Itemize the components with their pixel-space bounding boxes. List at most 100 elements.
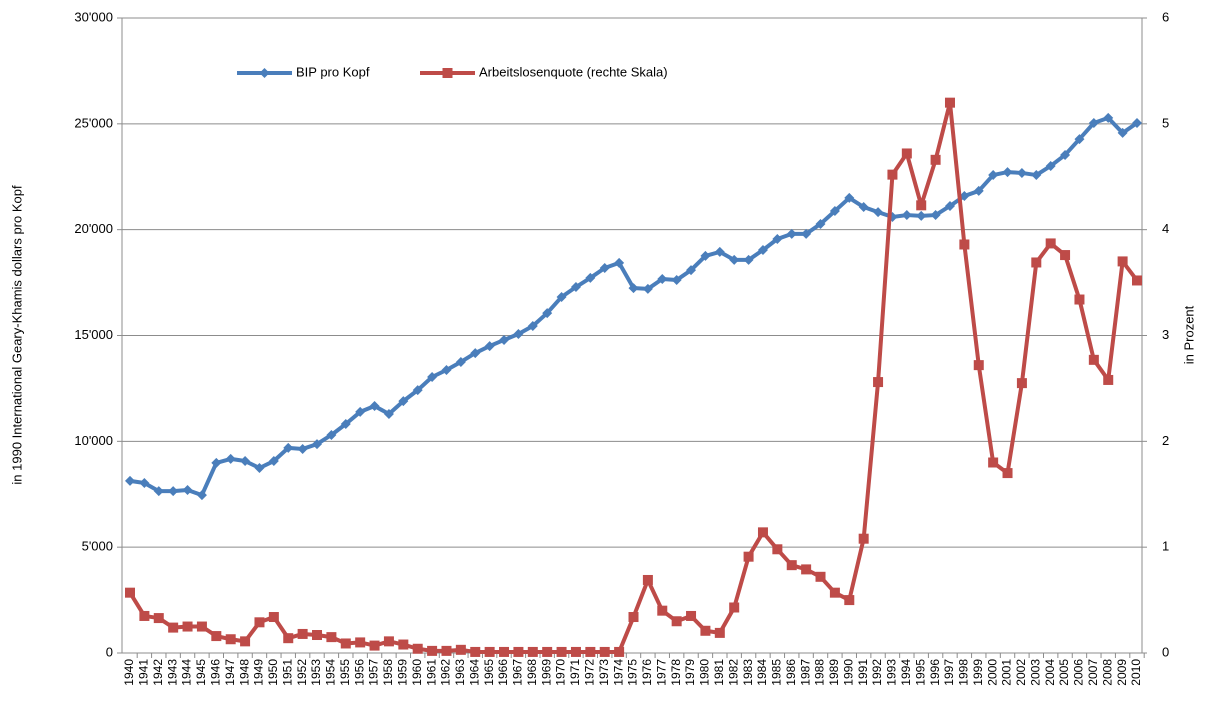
marker [297, 443, 308, 454]
marker [642, 574, 653, 585]
x-tick-label: 1957 [367, 659, 381, 686]
x-tick-label: 1960 [410, 659, 424, 686]
x-tick-label: 1958 [381, 659, 395, 686]
x-tick-label: 1962 [439, 659, 453, 686]
x-tick-label: 1951 [280, 659, 294, 686]
x-tick-label: 2003 [1028, 659, 1042, 686]
marker [470, 646, 481, 657]
x-tick-label: 1955 [338, 659, 352, 686]
x-tick-label: 1981 [712, 659, 726, 686]
marker [585, 646, 596, 657]
marker [873, 377, 884, 388]
marker [340, 418, 351, 429]
x-tick-label: 1946 [208, 659, 222, 686]
marker [757, 527, 768, 538]
marker [786, 228, 797, 239]
marker [312, 630, 323, 641]
marker [1103, 374, 1114, 385]
x-tick-label: 2006 [1072, 659, 1086, 686]
x-tick-label: 1964 [467, 659, 481, 686]
marker [628, 283, 639, 294]
marker [700, 250, 711, 261]
marker [398, 639, 409, 650]
legend: BIP pro Kopf Arbeitslosenquote (rechte Sk… [237, 64, 668, 79]
y2-tick-label: 2 [1162, 433, 1169, 448]
y-tick-label: 20'000 [74, 221, 113, 236]
marker [585, 272, 596, 283]
marker [513, 646, 524, 657]
marker [470, 348, 481, 359]
y-tick-label: 0 [106, 644, 113, 659]
marker [570, 646, 581, 657]
marker [916, 210, 927, 221]
x-tick-label: 1950 [266, 659, 280, 686]
marker [614, 646, 625, 657]
marker [1117, 256, 1128, 267]
marker [211, 457, 222, 468]
marker [484, 646, 495, 657]
y2-tick-label: 3 [1162, 327, 1169, 342]
marker [369, 640, 380, 651]
marker [1132, 275, 1142, 286]
x-tick-label: 2007 [1086, 659, 1100, 686]
marker [211, 631, 222, 642]
x-tick-label: 1991 [856, 659, 870, 686]
x-tick-label: 1952 [295, 659, 309, 686]
x-tick-label: 2000 [985, 659, 999, 686]
marker [441, 645, 452, 656]
marker [499, 646, 510, 657]
x-tick-label: 1994 [899, 659, 913, 686]
x-tick-label: 2005 [1057, 659, 1071, 686]
x-tick-label: 1999 [971, 659, 985, 686]
marker [858, 533, 869, 544]
x-tick-label: 1967 [511, 659, 525, 686]
marker [326, 429, 337, 440]
marker [1060, 149, 1071, 160]
marker [786, 560, 797, 571]
marker [973, 360, 984, 371]
marker [944, 97, 955, 108]
marker [988, 170, 999, 181]
marker [1132, 117, 1142, 128]
marker [427, 371, 438, 382]
marker [844, 192, 855, 203]
marker [283, 633, 294, 644]
x-tick-label: 1979 [683, 659, 697, 686]
x-tick-label: 1956 [352, 659, 366, 686]
y-tick-label: 30'000 [74, 9, 113, 24]
x-tick-label: 1947 [223, 659, 237, 686]
marker [455, 644, 466, 655]
marker [153, 613, 164, 624]
x-tick-label: 1944 [180, 659, 194, 686]
marker [499, 334, 510, 345]
marker [455, 356, 466, 367]
marker [686, 265, 697, 276]
marker [959, 191, 970, 202]
x-tick-label: 1984 [755, 659, 769, 686]
x-tick-label: 2009 [1115, 659, 1129, 686]
marker [657, 273, 668, 284]
y-tick-label: 5'000 [82, 539, 113, 554]
marker [254, 617, 265, 628]
marker [959, 239, 970, 250]
marker [944, 200, 955, 211]
marker [1088, 117, 1099, 128]
x-tick-label: 1942 [151, 659, 165, 686]
x-tick-label: 1992 [870, 659, 884, 686]
marker [527, 320, 538, 331]
x-tick-label: 1953 [309, 659, 323, 686]
x-tick-label: 1959 [396, 659, 410, 686]
marker [1074, 294, 1085, 305]
x-tick-label: 2008 [1100, 659, 1114, 686]
x-tick-label: 1978 [669, 659, 683, 686]
marker [801, 228, 812, 239]
marker [829, 206, 840, 217]
x-tick-label: 1945 [194, 659, 208, 686]
marker [1031, 170, 1042, 181]
x-tick-label: 1975 [626, 659, 640, 686]
marker [527, 646, 538, 657]
marker [757, 244, 768, 255]
marker [772, 233, 783, 244]
x-tick-label: 2004 [1043, 659, 1057, 686]
